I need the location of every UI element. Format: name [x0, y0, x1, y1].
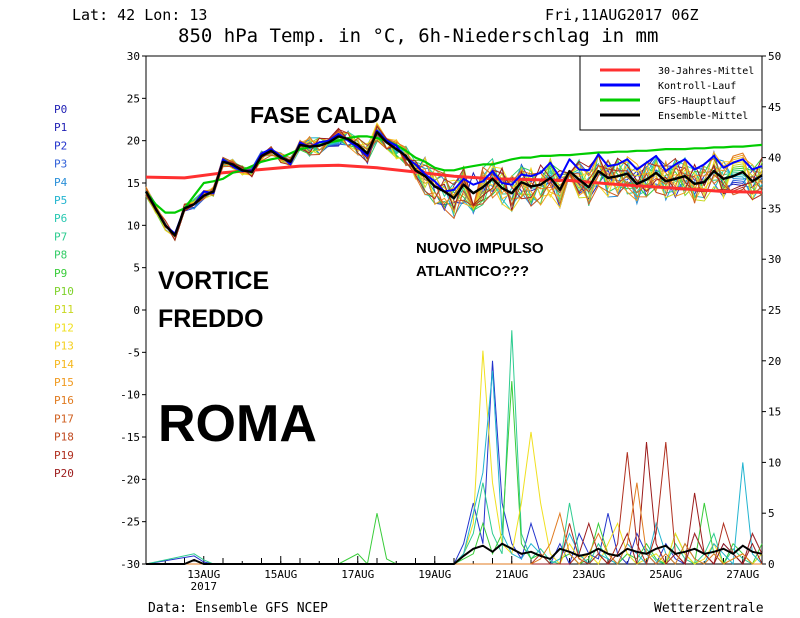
chart-title: 850 hPa Temp. in °C, 6h-Niederschlag in … — [178, 25, 658, 47]
member-label: P8 — [54, 249, 67, 262]
precip-line — [146, 370, 763, 566]
x-tick-label: 23AUG — [572, 568, 605, 581]
member-label-list: P0 P1 P2 P3 P4 P5 P6 P7 P8 P9 P10 P11 P12 P13 P14 P15 P1… — [54, 103, 74, 480]
y-left-tick-label: -15 — [120, 431, 140, 444]
series-line-ensemble-mittel — [144, 131, 763, 237]
x-tick-label: 21AUG — [495, 568, 528, 581]
y-right-tick-label: 10 — [768, 456, 781, 469]
y-right-tick-label: 40 — [768, 152, 781, 165]
precip-line — [146, 442, 763, 566]
member-label: P18 — [54, 431, 74, 444]
main-series-group — [144, 129, 763, 237]
member-label: P7 — [54, 230, 67, 243]
member-label: P4 — [54, 176, 68, 189]
y-right-tick-label: 35 — [768, 202, 781, 215]
member-label: P0 — [54, 103, 67, 116]
member-label: P19 — [54, 449, 74, 462]
annotation-nuovo-impulso: NUOVO IMPULSO — [416, 240, 544, 257]
x-tick-label: 13AUG — [187, 568, 220, 581]
member-label: P5 — [54, 194, 67, 207]
legend: 30-Jahres-Mittel Kontroll-Lauf GFS-Haupt… — [579, 55, 763, 131]
annotation-roma: ROMA — [158, 395, 317, 453]
x-tick-label: 19AUG — [418, 568, 451, 581]
x-tick-label: 25AUG — [649, 568, 682, 581]
y-left-tick-label: -25 — [120, 516, 140, 529]
precip-line — [146, 542, 763, 565]
y-left-tick-label: 5 — [133, 262, 140, 275]
y-left-tick-label: 0 — [133, 304, 140, 317]
y-right-tick-label: 25 — [768, 304, 781, 317]
member-label: P16 — [54, 394, 74, 407]
member-label: P2 — [54, 139, 67, 152]
y-right-tick-label: 45 — [768, 101, 781, 114]
y-right-tick-label: 30 — [768, 253, 781, 266]
legend-label-climatology: 30-Jahres-Mittel — [658, 66, 754, 77]
precip-line — [146, 442, 763, 566]
annotation-atlantico: ATLANTICO??? — [416, 263, 529, 280]
y-left-tick-label: 25 — [127, 92, 140, 105]
y-right-tick-label: 50 — [768, 50, 781, 63]
y-right-tick-label: 15 — [768, 406, 781, 419]
y-left-tick-label: 30 — [127, 50, 140, 63]
y-right-tick-label: 20 — [768, 355, 781, 368]
y-axis-left: 30 25 20 15 10 5 0 -5 -10 -15 -20 -25 -30 — [120, 50, 146, 571]
plot-area — [145, 55, 763, 565]
member-label: P17 — [54, 412, 74, 425]
footer-source: Data: Ensemble GFS NCEP — [148, 601, 328, 616]
member-label: P10 — [54, 285, 74, 298]
y-right-tick-label: 0 — [768, 558, 775, 571]
coords-label: Lat: 42 Lon: 13 — [72, 6, 207, 24]
x-year-label: 2017 — [191, 580, 218, 593]
run-label: Fri,11AUG2017 06Z — [545, 6, 699, 24]
y-left-tick-label: 10 — [127, 219, 140, 232]
legend-label-mean: Ensemble-Mittel — [658, 111, 748, 122]
member-label: P3 — [54, 158, 67, 171]
y-left-tick-label: 15 — [127, 177, 140, 190]
member-label: P15 — [54, 376, 74, 389]
member-label: P12 — [54, 321, 74, 334]
legend-label-control: Kontroll-Lauf — [658, 81, 736, 92]
x-tick-label: 17AUG — [341, 568, 374, 581]
annotation-fase-calda: FASE CALDA — [250, 102, 397, 128]
precip-series-group — [145, 330, 763, 566]
y-left-tick-label: -5 — [127, 346, 140, 359]
member-label: P20 — [54, 467, 74, 480]
x-tick-label: 15AUG — [264, 568, 297, 581]
member-label: P1 — [54, 121, 67, 134]
y-left-tick-label: 20 — [127, 135, 140, 148]
y-right-tick-label: 5 — [768, 507, 775, 520]
annotation-vortice: VORTICE — [158, 267, 269, 295]
legend-label-gfs: GFS-Hauptlauf — [658, 96, 736, 107]
y-left-tick-label: -10 — [120, 389, 140, 402]
precip-line — [146, 350, 763, 565]
precip-line — [146, 482, 762, 565]
member-label: P6 — [54, 212, 67, 225]
member-temp-line — [145, 125, 763, 242]
y-left-tick-label: -20 — [120, 473, 140, 486]
x-tick-label: 27AUG — [726, 568, 759, 581]
member-label: P13 — [54, 340, 74, 353]
footer-brand: Wetterzentrale — [654, 601, 764, 616]
annotation-freddo: FREDDO — [158, 305, 264, 333]
member-label: P14 — [54, 358, 74, 371]
member-label: P9 — [54, 267, 67, 280]
series-line-gfs-hauptlauf — [145, 135, 763, 214]
x-axis: 13AUG 15AUG 17AUG 19AUG 21AUG 23AUG 25AUG 27AUG… — [145, 556, 763, 593]
legend-box — [579, 55, 763, 131]
member-label: P11 — [54, 303, 74, 316]
y-left-tick-label: -30 — [120, 558, 140, 571]
